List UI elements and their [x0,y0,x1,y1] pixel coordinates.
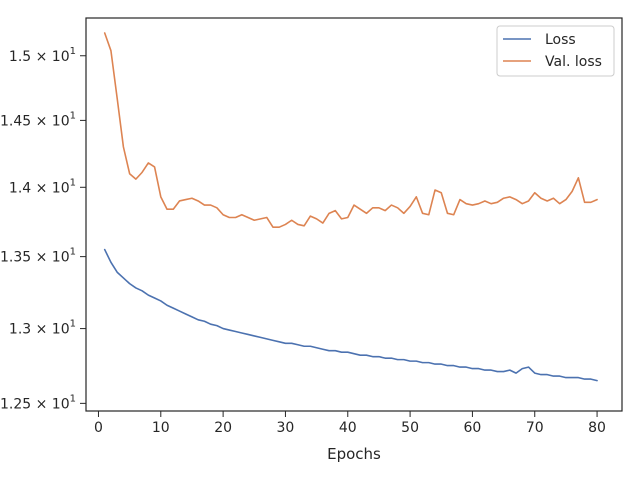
x-tick-label: 30 [277,420,295,436]
x-tick-label: 40 [339,420,357,436]
x-axis: 0 10 20 30 40 50 60 70 80 [94,411,606,436]
y-tick-label: 1.3 × 101 [9,319,76,338]
series-line-loss [103,248,598,382]
x-tick-label: 50 [401,420,419,436]
x-tick-label: 20 [214,420,232,436]
x-tick-label: 80 [588,420,606,436]
axes-frame [85,17,623,412]
series-line-val-loss [103,32,598,228]
y-tick-label: 1.35 × 101 [0,247,76,266]
x-axis-label: Epochs [327,445,381,463]
axes-border [85,17,623,412]
x-tick-label: 0 [94,420,103,436]
legend-label: Val. loss [545,54,602,70]
y-tick-label: 1.5 × 101 [9,46,76,65]
y-axis: 1.25 × 101 1.3 × 101 1.35 × 101 1.4 × 101 1.… [0,46,86,412]
legend: Loss Val. loss [496,25,615,77]
x-tick-label: 70 [526,420,544,436]
y-tick-label: 1.25 × 101 [0,393,76,412]
series-group [103,32,598,382]
x-tick-label: 60 [464,420,482,436]
x-tick-label: 10 [152,420,170,436]
y-tick-label: 1.4 × 101 [9,177,76,196]
legend-label: Loss [545,32,576,48]
y-tick-label: 1.45 × 101 [0,110,76,129]
